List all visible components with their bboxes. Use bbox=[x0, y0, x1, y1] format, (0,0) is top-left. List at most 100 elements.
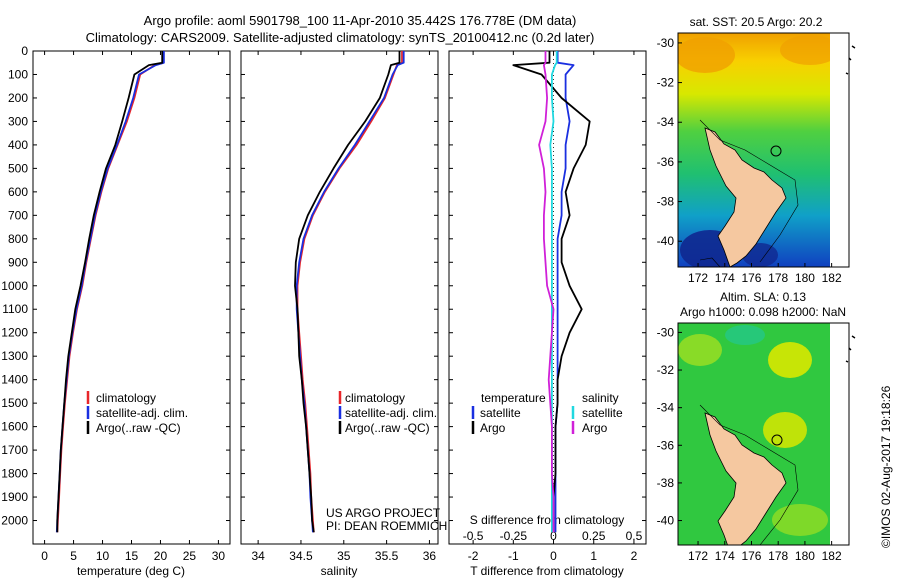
difference-legend: temperature salinity satellite Argo sate… bbox=[471, 391, 623, 435]
depth-tick-label: 1800 bbox=[1, 467, 28, 481]
longitude-label: 174 bbox=[715, 271, 735, 285]
x-tick-label: 35 bbox=[337, 549, 351, 563]
depth-tick-label: 1000 bbox=[1, 279, 28, 293]
salinity-axis-label: salinity bbox=[321, 564, 358, 578]
x-tick-label: 25 bbox=[183, 549, 197, 563]
x-tick-label: 34 bbox=[251, 549, 265, 563]
x-tick-label: 2 bbox=[631, 549, 638, 563]
depth-tick-label: 1900 bbox=[1, 490, 28, 504]
difference-panel bbox=[448, 50, 647, 545]
temperature-panel bbox=[32, 50, 231, 545]
legend-title-salinity: salinity bbox=[582, 391, 619, 405]
depth-tick-label: 600 bbox=[8, 185, 28, 199]
depth-tick-label: 700 bbox=[8, 208, 28, 222]
pi-credit: PI: DEAN ROEMMICH bbox=[326, 519, 447, 533]
longitude-label: 180 bbox=[795, 549, 815, 563]
sla-high-patch bbox=[678, 334, 722, 366]
x-tick-label: 10 bbox=[96, 549, 110, 563]
x-tick-label: 36 bbox=[423, 549, 437, 563]
longitude-label: 182 bbox=[822, 271, 842, 285]
sla-map-subtitle: Argo h1000: 0.098 h2000: NaN bbox=[680, 305, 846, 319]
longitude-label: 178 bbox=[768, 549, 788, 563]
kermadec-islands bbox=[845, 335, 856, 363]
series-line-t-argo bbox=[512, 51, 591, 533]
s-tick-label: -0.25 bbox=[500, 529, 528, 543]
sst-warm-patch bbox=[780, 35, 830, 65]
latitude-label: -32 bbox=[657, 76, 675, 90]
latitude-label: -38 bbox=[657, 195, 675, 209]
depth-tick-label: 200 bbox=[8, 91, 28, 105]
depth-tick-label: 1200 bbox=[1, 326, 28, 340]
temperature-x-axis: 0 5 10 15 20 25 30 bbox=[41, 51, 225, 563]
longitude-label: 172 bbox=[688, 271, 708, 285]
sla-map-frame bbox=[677, 322, 850, 546]
bathymetry-contour bbox=[699, 119, 799, 263]
depth-tick-label: 500 bbox=[8, 161, 28, 175]
latitude-label: -34 bbox=[657, 115, 675, 129]
sla-map-axes: 172 174 176 178 180 182 -30 -32 -34 -36 -38 -40 bbox=[657, 325, 842, 563]
longitude-label: 176 bbox=[741, 549, 761, 563]
x-tick-label: -2 bbox=[468, 549, 479, 563]
bathymetry-contour bbox=[699, 257, 721, 267]
latitude-label: -36 bbox=[657, 438, 675, 452]
sla-high-patch bbox=[763, 412, 807, 448]
temperature-profile-lines bbox=[55, 51, 165, 533]
t-difference-axis-label: T difference from climatology bbox=[470, 564, 624, 578]
depth-tick-label: 1600 bbox=[1, 420, 28, 434]
sla-high-patch bbox=[768, 342, 812, 378]
sla-high-patch bbox=[772, 504, 828, 536]
legend-label-argo: Argo(..raw -QC) bbox=[96, 421, 181, 435]
legend-title-temperature: temperature bbox=[481, 391, 546, 405]
sla-map-title: Altim. SLA: 0.13 bbox=[720, 290, 806, 304]
latitude-label: -40 bbox=[657, 514, 675, 528]
argo-float-marker bbox=[770, 145, 782, 157]
latitude-label: -38 bbox=[657, 476, 675, 490]
depth-tick-label: 1100 bbox=[2, 302, 28, 316]
x-tick-label: 20 bbox=[154, 549, 168, 563]
depth-tick-label: 1400 bbox=[1, 373, 28, 387]
sst-map-blank-strip bbox=[830, 33, 849, 267]
sst-warm-patch bbox=[678, 37, 735, 73]
x-tick-label: 1 bbox=[590, 549, 597, 563]
salinity-x-axis: 34 34.5 35 35.5 36 bbox=[251, 51, 436, 563]
sla-low-patch bbox=[725, 325, 765, 345]
salinity-profile-lines bbox=[294, 51, 405, 533]
s-tick-label: 0.25 bbox=[582, 529, 606, 543]
depth-tick-label: 100 bbox=[8, 67, 28, 81]
longitude-label: 174 bbox=[715, 549, 735, 563]
latitude-label: -30 bbox=[657, 325, 675, 339]
latitude-label: -40 bbox=[657, 234, 675, 248]
legend-label-climatology: climatology bbox=[96, 391, 156, 405]
latitude-label: -32 bbox=[657, 363, 675, 377]
x-tick-label: 30 bbox=[212, 549, 226, 563]
longitude-label: 176 bbox=[741, 271, 761, 285]
depth-tick-label: 2000 bbox=[1, 514, 28, 528]
legend-label-t-argo: Argo bbox=[480, 421, 506, 435]
series-line-argo-raw-qc- bbox=[294, 51, 401, 533]
sst-map-title: sat. SST: 20.5 Argo: 20.2 bbox=[690, 15, 823, 29]
s-difference-axis-label: S difference from climatology bbox=[470, 513, 625, 527]
x-tick-label: 5 bbox=[70, 549, 77, 563]
x-tick-label: 15 bbox=[125, 549, 139, 563]
sla-map bbox=[678, 323, 830, 545]
new-zealand-landmass bbox=[704, 412, 787, 545]
sla-map-blank-strip bbox=[830, 323, 849, 545]
depth-tick-label: 300 bbox=[8, 114, 28, 128]
salinity-difference-top-axis: -0.5 -0.25 0 0.25 0.5 bbox=[463, 529, 643, 543]
kermadec-islands bbox=[845, 45, 856, 75]
x-tick-label: 0 bbox=[41, 549, 48, 563]
depth-tick-label: 0 bbox=[21, 44, 28, 58]
x-tick-label: 35.5 bbox=[375, 549, 399, 563]
legend-label-t-satellite: satellite bbox=[480, 406, 521, 420]
sst-map-frame bbox=[677, 32, 850, 268]
x-tick-label: 34.5 bbox=[289, 549, 313, 563]
depth-tick-label: 1300 bbox=[1, 349, 28, 363]
figure-title: Argo profile: aoml 5901798_100 11-Apr-20… bbox=[144, 13, 577, 28]
legend-label-s-argo: Argo bbox=[582, 421, 608, 435]
longitude-label: 182 bbox=[822, 549, 842, 563]
difference-x-axis: -2 -1 0 1 2 bbox=[468, 51, 638, 563]
depth-tick-label: 1700 bbox=[1, 443, 28, 457]
bathymetry-contour bbox=[699, 404, 799, 545]
